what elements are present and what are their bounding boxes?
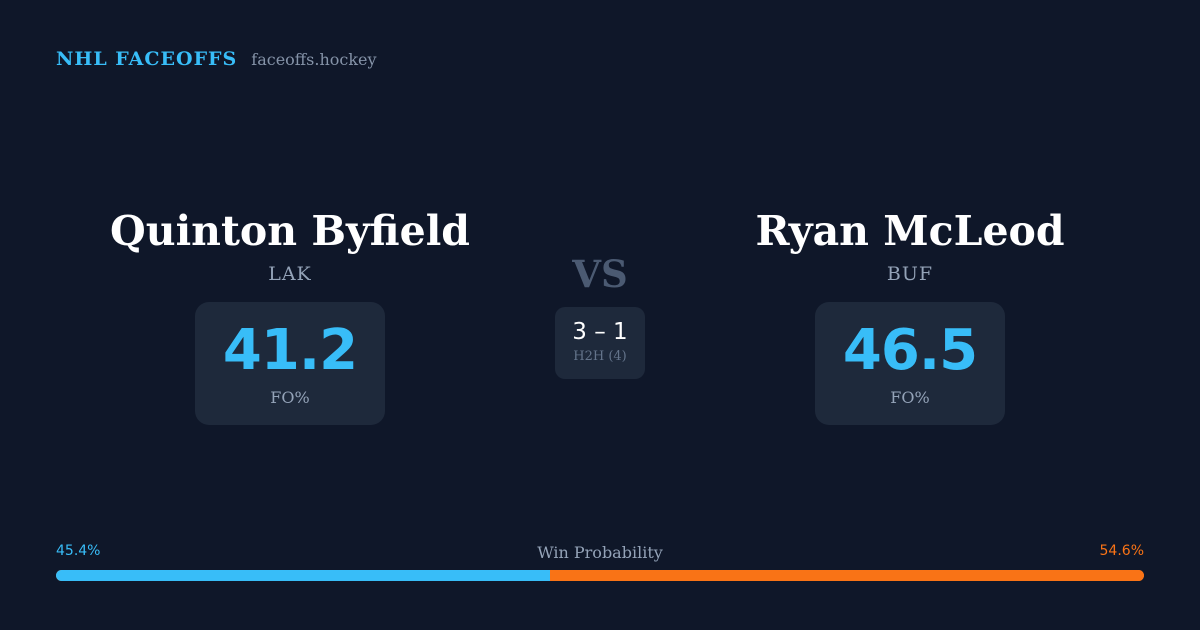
win-probability-left-value: 45.4% (56, 543, 101, 559)
player-left-panel: Quinton Byfield LAK 41.2 FO% (70, 205, 510, 425)
win-probability-section: 45.4% Win Probability 54.6% (56, 543, 1144, 581)
player-right-stat-card: 46.5 FO% (814, 302, 1006, 425)
brand-header: NHL FACEOFFS faceoffs.hockey (56, 48, 377, 70)
player-left-team: LAK (268, 263, 312, 285)
player-left-fo-label: FO% (270, 388, 310, 407)
player-left-fo-value: 41.2 (222, 318, 358, 383)
player-right-team: BUF (886, 263, 934, 285)
player-right-fo-value: 46.5 (842, 318, 978, 383)
player-right-panel: Ryan McLeod BUF 46.5 FO% (690, 205, 1130, 425)
matchup-center: VS 3 – 1 H2H (4) (520, 252, 680, 379)
player-right-name: Ryan McLeod (755, 207, 1065, 255)
brand-name: NHL FACEOFFS (56, 48, 238, 70)
win-probability-right-value: 54.6% (1099, 543, 1144, 559)
win-probability-labels: 45.4% Win Probability 54.6% (56, 543, 1144, 563)
win-probability-bar (56, 570, 1144, 581)
win-probability-title: Win Probability (537, 543, 663, 562)
win-probability-bar-left-fill (56, 570, 550, 581)
win-probability-bar-right-fill (549, 570, 1144, 581)
brand-domain: faceoffs.hockey (251, 50, 377, 69)
player-left-name: Quinton Byfield (110, 207, 470, 255)
player-left-stat-card: 41.2 FO% (194, 302, 386, 425)
h2h-card: 3 – 1 H2H (4) (555, 307, 645, 379)
h2h-label: H2H (4) (573, 349, 627, 364)
player-right-fo-label: FO% (890, 388, 930, 407)
vs-label: VS (572, 252, 628, 296)
h2h-score: 3 – 1 (572, 319, 628, 345)
